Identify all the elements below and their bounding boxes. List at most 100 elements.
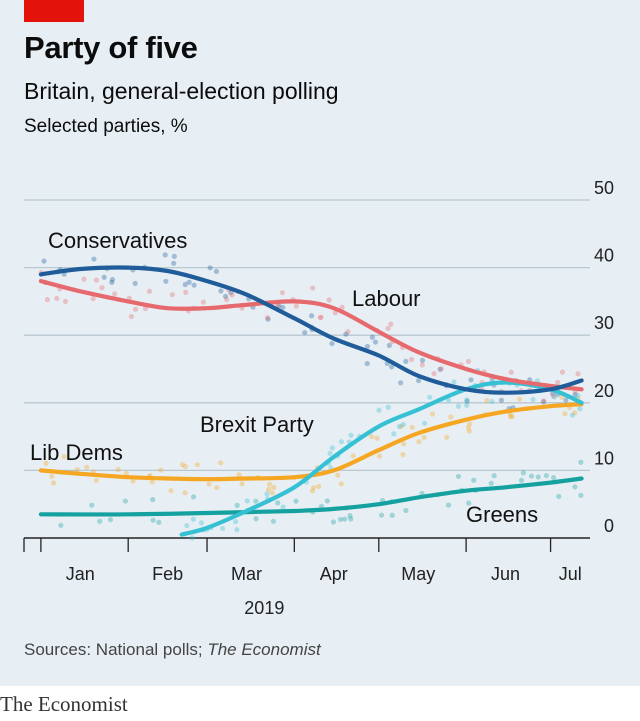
poll-dot [518, 477, 525, 483]
poll-dot [437, 366, 443, 372]
poll-dot [265, 316, 271, 322]
poll-dot [158, 467, 164, 473]
poll-dot [150, 517, 156, 523]
poll-dot [146, 288, 153, 294]
poll-dot [388, 321, 394, 327]
poll-dot [270, 518, 277, 524]
poll-dot [266, 481, 273, 487]
poll-dot [415, 377, 422, 384]
poll-dot [89, 502, 95, 508]
poll-dot [293, 498, 299, 504]
poll-dot [54, 295, 60, 302]
poll-dot [563, 397, 569, 403]
poll-dot [171, 260, 177, 266]
poll-dot [431, 371, 437, 377]
poll-dot [264, 315, 271, 321]
poll-dot [183, 289, 189, 295]
poll-dot [455, 473, 462, 480]
poll-dot [578, 459, 584, 465]
poll-dot [213, 268, 220, 274]
poll-dot [43, 460, 49, 466]
poll-dot [498, 397, 505, 403]
poll-dot [419, 362, 425, 368]
poll-dot [338, 481, 344, 487]
poll-dot [575, 371, 581, 377]
poll-dot [528, 473, 535, 479]
y-tick-label: 50 [594, 178, 614, 198]
poll-dot [508, 369, 514, 375]
poll-dot [409, 424, 415, 430]
poll-dot [535, 474, 541, 480]
poll-dot [317, 314, 323, 321]
poll-dot [324, 498, 330, 504]
poll-dot [269, 490, 275, 496]
poll-dot [218, 288, 224, 294]
series-label-greens: Greens [466, 502, 538, 527]
poll-dot [279, 290, 285, 296]
poll-dot [464, 398, 470, 404]
poll-dot [444, 434, 450, 440]
poll-dot [530, 396, 536, 403]
poll-dot [552, 394, 558, 400]
poll-dot [489, 398, 495, 405]
poll-dot [233, 519, 239, 525]
poll-dot [464, 397, 470, 403]
poll-dot [206, 481, 212, 487]
poll-dot [50, 480, 57, 486]
poll-dot [91, 256, 97, 262]
poll-dot [338, 439, 345, 445]
poll-dot [348, 432, 354, 438]
poll-dot [400, 421, 406, 428]
poll-dot [234, 527, 240, 533]
poll-dot [309, 313, 315, 319]
poll-dot [194, 462, 200, 468]
poll-dot [572, 392, 578, 398]
poll-dot [466, 428, 472, 434]
poll-dot [400, 451, 406, 458]
y-tick-label: 20 [594, 381, 614, 401]
poll-dot [364, 360, 370, 367]
x-tick-label: Jul [559, 564, 582, 584]
poll-dot [84, 464, 90, 470]
chart-subtitle: Britain, general-election polling [24, 78, 339, 104]
chart-units-label: Selected parties, % [24, 116, 188, 137]
poll-dot [445, 502, 452, 508]
poll-dot [264, 491, 270, 497]
poll-dot [90, 296, 96, 302]
poll-dot [376, 453, 383, 459]
poll-dot [97, 518, 103, 524]
poll-dot [179, 461, 186, 468]
poll-dot [49, 473, 55, 479]
poll-dot [81, 276, 87, 282]
poll-dot [311, 484, 317, 491]
poll-dot [543, 472, 549, 479]
poll-dot [142, 305, 149, 312]
poll-dot [207, 265, 213, 271]
poll-dot [184, 522, 190, 529]
publisher-logo: The Economist [0, 692, 128, 716]
poll-dot [123, 470, 129, 476]
series-label-brexit-party: Brexit Party [200, 412, 314, 437]
source-note: Sources: National polls; The Economist [24, 640, 321, 660]
brand-accent-tag [24, 0, 84, 22]
poll-dot [244, 498, 250, 504]
y-tick-label: 30 [594, 313, 614, 333]
x-tick-label: Apr [320, 564, 348, 584]
poll-dot [516, 396, 523, 402]
poll-dot [275, 500, 281, 506]
poll-dot [376, 407, 382, 413]
poll-dot [342, 516, 348, 522]
poll-dot [541, 398, 547, 404]
poll-dot [484, 397, 490, 404]
series-label-lib-dems: Lib Dems [30, 440, 123, 465]
poll-dot [276, 303, 282, 309]
series-label-labour: Labour [352, 286, 421, 311]
poll-dot [466, 500, 472, 506]
poll-dot [374, 435, 380, 441]
series-label-conservatives: Conservatives [48, 228, 187, 253]
poll-dot [398, 380, 404, 386]
poll-dot [429, 411, 436, 417]
y-tick-label: 40 [594, 246, 614, 266]
poll-dot [130, 478, 136, 484]
poll-dot [112, 291, 118, 297]
